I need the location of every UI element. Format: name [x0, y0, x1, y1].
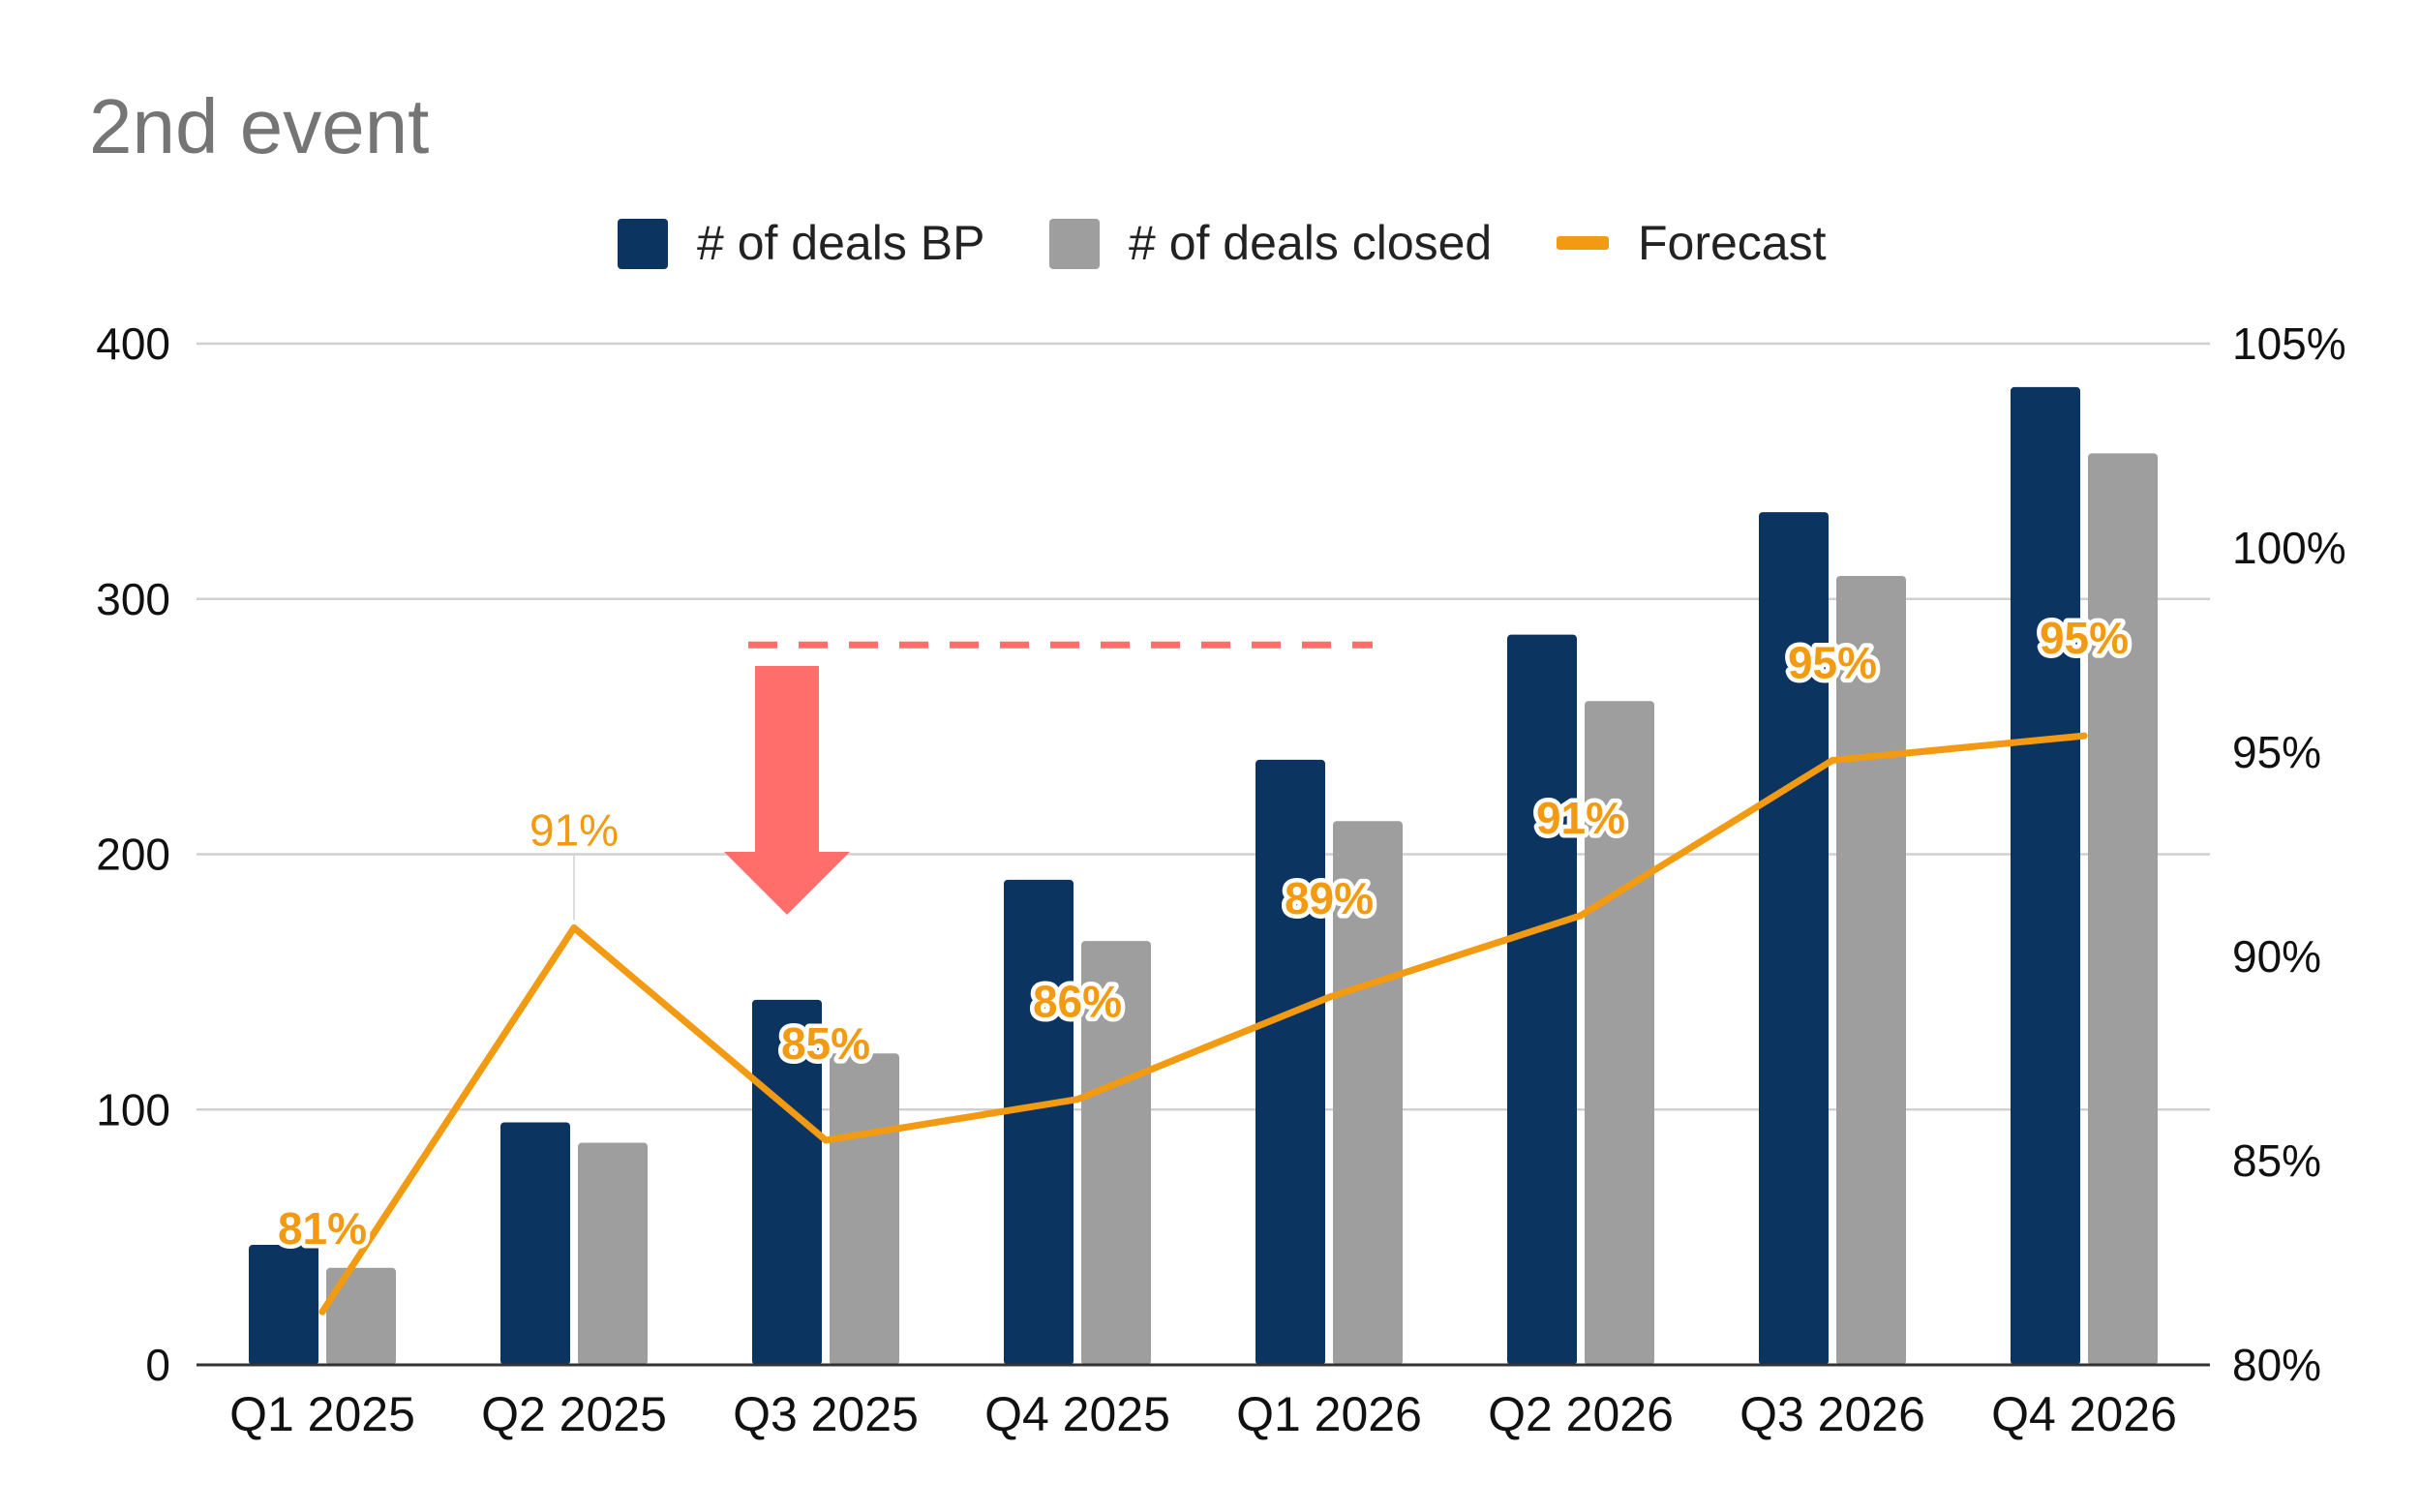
y-right-tick-label: 95%	[2232, 727, 2321, 777]
bar-deals-closed	[830, 1053, 899, 1365]
y-right-tick-label: 85%	[2232, 1135, 2321, 1186]
bars	[249, 386, 2158, 1366]
data-labels: 81% 91% 85% 86% 89% 91% 95% 95%	[273, 609, 2133, 1258]
forecast-line	[318, 732, 2088, 1315]
forecast-data-label: 95%	[1788, 637, 1877, 687]
y-right-tick-label: 100%	[2232, 523, 2346, 573]
bar-deals-closed	[2088, 453, 2158, 1366]
forecast-data-label: 89%	[1285, 873, 1374, 923]
y-left-tick-label: 300	[96, 574, 170, 624]
legend: # of deals BP # of deals closed Forecast	[618, 216, 1827, 270]
legend-swatch-forecast	[1557, 236, 1609, 250]
y-left-tick-label: 100	[96, 1084, 170, 1134]
x-axis: Q1 2025 Q2 2025 Q3 2025 Q4 2025 Q1 2026 Q2 20…	[229, 1387, 2177, 1441]
bar-deals-bp	[1255, 759, 1325, 1365]
x-tick-label: Q3 2026	[1739, 1387, 1925, 1441]
y-right-tick-label: 90%	[2232, 931, 2321, 982]
bar-deals-closed	[578, 1142, 648, 1365]
x-tick-label: Q1 2025	[229, 1387, 415, 1441]
forecast-line-group	[318, 732, 2088, 1315]
y-left-tick-label: 0	[145, 1340, 170, 1390]
bar-deals-closed	[1836, 576, 1906, 1365]
gridlines	[197, 342, 2210, 1111]
bar-deals-closed	[1333, 821, 1403, 1365]
bar-deals-bp	[1004, 879, 1074, 1365]
y-right-tick-label: 80%	[2232, 1340, 2321, 1390]
forecast-data-label: 86%	[1033, 977, 1122, 1027]
bar-deals-bp	[249, 1245, 318, 1365]
bar-deals-closed	[1081, 941, 1151, 1365]
chart-title: 2nd event	[89, 83, 429, 169]
forecast-data-label: 95%	[2040, 613, 2129, 663]
y-axis-right: 80% 85% 90% 95% 100% 105%	[2232, 318, 2346, 1390]
x-tick-label: Q4 2026	[1991, 1387, 2177, 1441]
down-arrow-annotation	[724, 666, 850, 915]
x-tick-label: Q1 2026	[1236, 1387, 1422, 1441]
y-axis-left: 0 100 200 300 400	[96, 318, 170, 1390]
x-tick-label: Q2 2025	[481, 1387, 667, 1441]
forecast-point	[1829, 756, 1836, 764]
forecast-point	[1074, 1096, 1081, 1104]
y-left-tick-label: 200	[96, 830, 170, 880]
annotations	[724, 641, 1373, 915]
legend-label-forecast: Forecast	[1638, 216, 1827, 270]
legend-label-deals-bp: # of deals BP	[697, 216, 984, 270]
forecast-data-label: 91%	[1536, 793, 1625, 843]
forecast-point	[570, 923, 578, 931]
bar-deals-closed	[1585, 701, 1654, 1365]
forecast-point	[822, 1136, 830, 1144]
forecast-point	[1325, 993, 1333, 1001]
y-right-tick-label: 105%	[2232, 318, 2346, 369]
bar-deals-closed	[326, 1267, 396, 1365]
bar-deals-bp	[1759, 512, 1829, 1365]
forecast-data-label: 85%	[781, 1018, 870, 1069]
legend-label-deals-closed: # of deals closed	[1129, 216, 1492, 270]
x-tick-label: Q4 2025	[984, 1387, 1170, 1441]
bar-deals-bp	[500, 1122, 570, 1365]
forecast-point	[2080, 732, 2088, 740]
bar-deals-bp	[2011, 386, 2080, 1365]
forecast-data-label: 91%	[529, 804, 619, 855]
forecast-point	[318, 1308, 326, 1315]
x-tick-label: Q2 2026	[1488, 1387, 1674, 1441]
x-tick-label: Q3 2025	[733, 1387, 919, 1441]
y-left-tick-label: 400	[96, 318, 170, 369]
legend-swatch-deals-closed	[1049, 219, 1100, 269]
forecast-data-label: 81%	[278, 1203, 367, 1254]
legend-swatch-deals-bp	[618, 219, 668, 269]
bar-deals-bp	[1507, 634, 1577, 1365]
forecast-point	[1577, 912, 1585, 920]
